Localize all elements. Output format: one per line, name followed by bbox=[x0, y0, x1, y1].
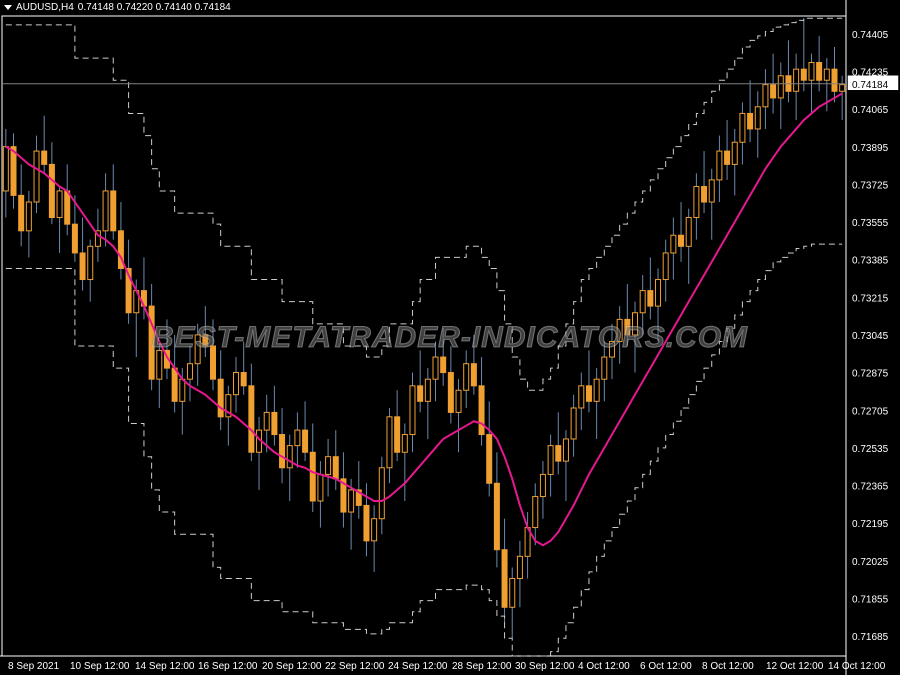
svg-text:0.73895: 0.73895 bbox=[852, 143, 889, 154]
watermark-text: BEST-METATRADER-INDICATORS.COM bbox=[152, 321, 748, 355]
dropdown-arrow-icon[interactable] bbox=[4, 5, 12, 10]
svg-text:22 Sep 12:00: 22 Sep 12:00 bbox=[325, 661, 385, 672]
svg-text:8 Sep 2021: 8 Sep 2021 bbox=[8, 661, 60, 672]
svg-text:16 Sep 12:00: 16 Sep 12:00 bbox=[198, 661, 258, 672]
svg-text:0.71855: 0.71855 bbox=[852, 595, 889, 606]
svg-text:0.74184: 0.74184 bbox=[852, 80, 889, 91]
ohlc-label: 0.74148 0.74220 0.74140 0.74184 bbox=[78, 2, 231, 13]
svg-text:8 Oct 12:00: 8 Oct 12:00 bbox=[702, 661, 754, 672]
svg-text:14 Oct 12:00: 14 Oct 12:00 bbox=[828, 661, 886, 672]
chart-window: AUDUSD,H4 0.74148 0.74220 0.74140 0.7418… bbox=[0, 0, 900, 675]
svg-text:0.73045: 0.73045 bbox=[852, 331, 889, 342]
svg-text:4 Oct 12:00: 4 Oct 12:00 bbox=[578, 661, 630, 672]
svg-text:30 Sep 12:00: 30 Sep 12:00 bbox=[515, 661, 575, 672]
svg-text:0.72875: 0.72875 bbox=[852, 369, 889, 380]
svg-text:0.73215: 0.73215 bbox=[852, 293, 889, 304]
svg-text:20 Sep 12:00: 20 Sep 12:00 bbox=[262, 661, 322, 672]
chart-header: AUDUSD,H4 0.74148 0.74220 0.74140 0.7418… bbox=[4, 2, 231, 13]
svg-text:24 Sep 12:00: 24 Sep 12:00 bbox=[388, 661, 448, 672]
svg-text:0.72535: 0.72535 bbox=[852, 444, 889, 455]
svg-text:28 Sep 12:00: 28 Sep 12:00 bbox=[452, 661, 512, 672]
svg-text:14 Sep 12:00: 14 Sep 12:00 bbox=[135, 661, 195, 672]
svg-text:0.72365: 0.72365 bbox=[852, 482, 889, 493]
svg-text:0.71685: 0.71685 bbox=[852, 632, 889, 643]
svg-text:0.73555: 0.73555 bbox=[852, 218, 889, 229]
svg-text:0.72195: 0.72195 bbox=[852, 519, 889, 530]
svg-text:0.73725: 0.73725 bbox=[852, 180, 889, 191]
svg-text:0.73385: 0.73385 bbox=[852, 256, 889, 267]
svg-text:0.74405: 0.74405 bbox=[852, 30, 889, 41]
svg-text:0.74065: 0.74065 bbox=[852, 105, 889, 116]
svg-text:6 Oct 12:00: 6 Oct 12:00 bbox=[640, 661, 692, 672]
svg-text:12 Oct 12:00: 12 Oct 12:00 bbox=[766, 661, 824, 672]
symbol-label: AUDUSD,H4 bbox=[16, 2, 74, 13]
svg-text:10 Sep 12:00: 10 Sep 12:00 bbox=[70, 661, 130, 672]
svg-text:0.72025: 0.72025 bbox=[852, 557, 889, 568]
svg-text:0.72705: 0.72705 bbox=[852, 406, 889, 417]
